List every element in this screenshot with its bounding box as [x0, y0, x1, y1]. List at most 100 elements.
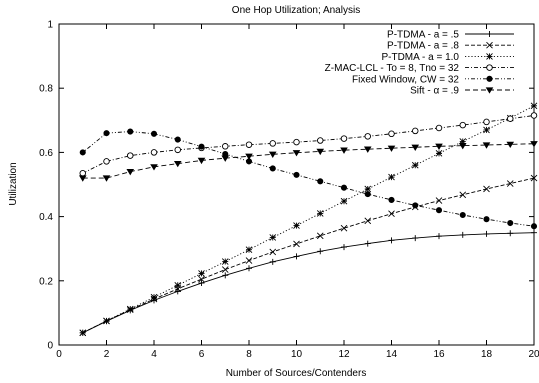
legend-item: Fixed Window, CW = 32 — [352, 74, 514, 85]
data-point — [364, 217, 372, 225]
data-point — [530, 223, 538, 230]
data-point — [126, 169, 135, 176]
data-point — [126, 305, 134, 313]
data-point — [483, 230, 490, 237]
data-point — [198, 143, 205, 150]
data-point — [293, 171, 300, 178]
data-point — [222, 272, 229, 279]
legend-item: P-TDMA - a = .5 — [387, 30, 514, 41]
x-tick-label: 8 — [246, 349, 252, 360]
data-point — [174, 146, 181, 154]
series-line — [82, 143, 535, 179]
legend-item: Sift - α = .9 — [410, 86, 514, 97]
data-point — [79, 329, 87, 337]
data-point — [198, 270, 205, 277]
data-point — [221, 266, 229, 273]
data-point — [459, 138, 467, 145]
data-point — [483, 126, 490, 134]
data-point — [364, 133, 372, 140]
data-point — [507, 219, 514, 227]
data-point — [486, 31, 493, 37]
data-point — [507, 115, 514, 122]
data-point — [411, 144, 420, 151]
data-point — [486, 75, 493, 82]
data-point — [485, 87, 494, 94]
data-point — [79, 170, 86, 177]
series-3 — [79, 102, 538, 337]
data-point — [198, 280, 205, 287]
data-point — [483, 185, 490, 193]
x-tick-label: 2 — [104, 349, 110, 360]
x-axis-label: Number of Sources/Contenders — [226, 368, 367, 379]
x-tick-label: 16 — [433, 349, 445, 360]
data-point — [269, 165, 276, 172]
x-tick-label: 14 — [386, 349, 398, 360]
data-point — [411, 161, 419, 169]
data-point — [174, 136, 181, 143]
data-point — [79, 149, 86, 156]
data-point — [316, 232, 324, 240]
data-point — [221, 258, 229, 265]
data-point — [388, 196, 395, 203]
data-point — [363, 146, 372, 153]
data-point — [317, 137, 324, 144]
legend-item: P-TDMA - a = 1.0 — [381, 52, 514, 63]
x-tick-label: 0 — [56, 349, 62, 360]
series-line — [82, 115, 535, 174]
data-point — [316, 148, 325, 156]
data-point — [435, 124, 443, 132]
data-point — [126, 152, 134, 159]
series-1 — [79, 229, 537, 336]
legend-label: P-TDMA - a = 1.0 — [381, 52, 459, 63]
y-tick-label: 0.6 — [39, 148, 53, 159]
data-point — [412, 127, 419, 135]
data-point — [269, 248, 277, 256]
data-point — [435, 150, 443, 157]
data-point — [246, 265, 252, 272]
series-line — [82, 105, 535, 334]
data-point — [388, 173, 395, 181]
data-point — [221, 155, 230, 162]
x-tick-label: 18 — [481, 349, 493, 360]
y-tick-label: 0.2 — [39, 276, 53, 287]
data-point — [530, 174, 538, 182]
data-point — [486, 41, 493, 49]
data-point — [459, 121, 467, 129]
series-6 — [78, 141, 538, 182]
data-point — [317, 178, 324, 185]
data-point — [150, 130, 158, 137]
data-point — [412, 235, 419, 242]
legend-label: Sift - α = .9 — [410, 86, 459, 97]
data-point — [269, 140, 277, 147]
data-point — [506, 141, 515, 149]
series-5 — [79, 128, 538, 230]
legend-label: P-TDMA - a = .5 — [387, 30, 459, 41]
x-tick-label: 12 — [338, 349, 350, 360]
data-point — [268, 151, 277, 159]
data-point — [341, 244, 347, 251]
data-point — [245, 246, 253, 253]
legend-label: Z-MAC-LCL - To = 8, Tno = 32 — [325, 63, 460, 74]
data-point — [364, 191, 371, 198]
data-point — [245, 141, 253, 148]
axis-ticks: 0 2 4 6 8 10 12 14 16 18 20 0 0.2 0.4 0.6 0.8 1 — [39, 20, 539, 361]
data-point — [387, 145, 396, 152]
data-point — [197, 157, 206, 165]
data-point — [388, 130, 395, 138]
legend-item: P-TDMA - a = .8 — [387, 41, 514, 52]
y-tick-label: 1 — [47, 20, 53, 31]
data-point — [340, 135, 348, 142]
data-point — [150, 293, 158, 301]
series-layer — [78, 102, 538, 337]
data-point — [78, 175, 87, 182]
legend: P-TDMA - a = .5P-TDMA - a = .8P-TDMA - a… — [325, 30, 514, 97]
data-point — [435, 143, 443, 150]
data-point — [459, 231, 466, 238]
data-point — [388, 237, 395, 244]
series-line — [82, 131, 535, 227]
data-point — [127, 128, 134, 135]
data-point — [221, 143, 229, 150]
data-point — [482, 142, 491, 149]
series-line — [82, 177, 535, 334]
legend-label: P-TDMA - a = .8 — [387, 41, 459, 52]
